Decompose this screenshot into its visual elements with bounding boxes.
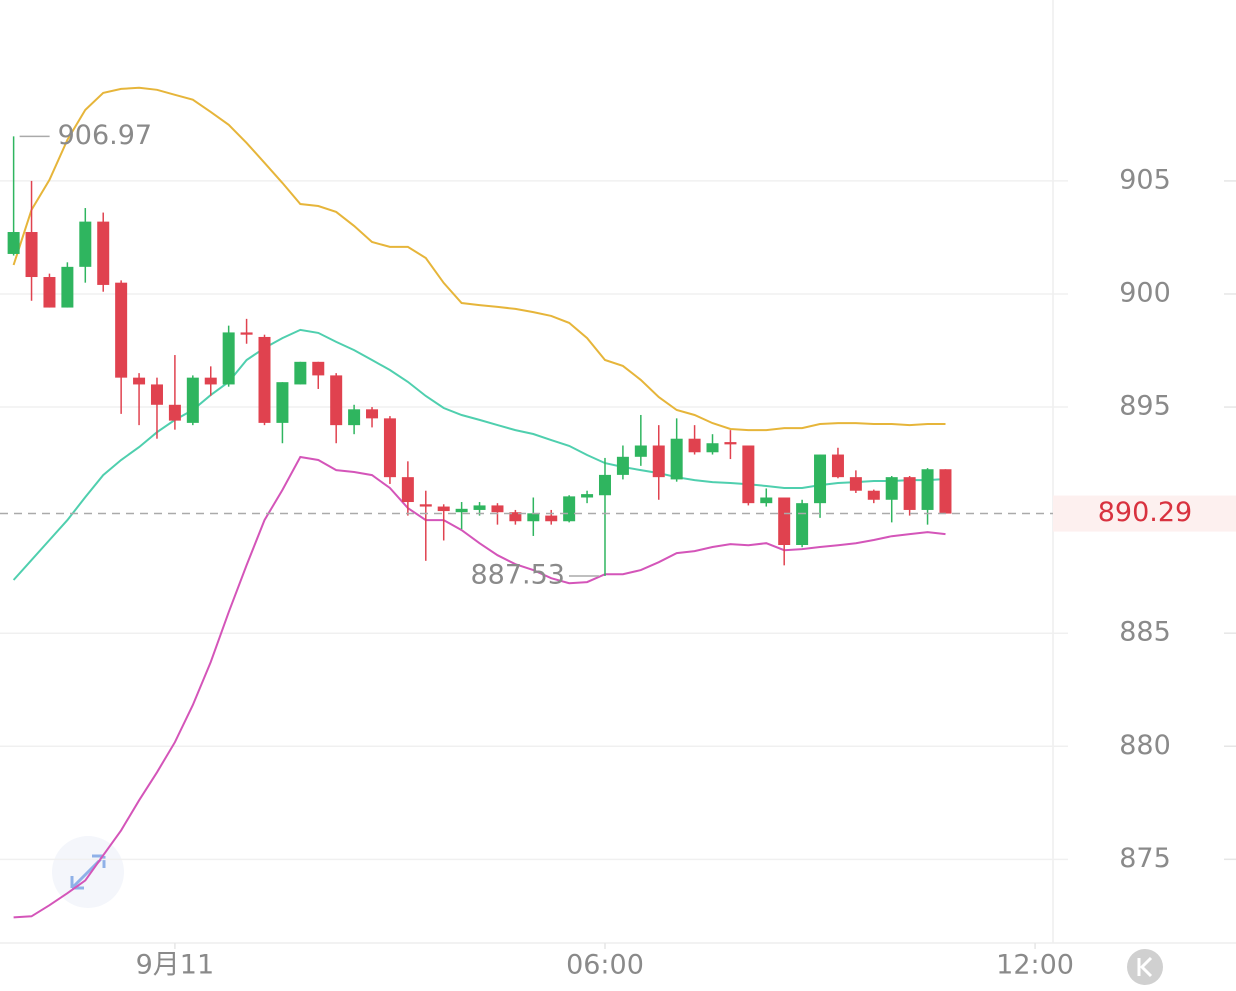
candle-body bbox=[204, 377, 217, 385]
candle-body bbox=[867, 490, 880, 500]
candle-body bbox=[778, 497, 791, 545]
candle-body bbox=[383, 418, 396, 478]
low-label: 887.53 bbox=[471, 559, 565, 590]
candle-body bbox=[616, 456, 629, 475]
y-tick-label: 885 bbox=[1119, 617, 1171, 648]
x-tick-label: 06:00 bbox=[566, 950, 644, 981]
candle-body bbox=[598, 474, 611, 496]
candle-body bbox=[742, 445, 755, 504]
candle-body bbox=[491, 505, 504, 513]
candle-body bbox=[61, 266, 74, 308]
y-tick-label: 875 bbox=[1119, 843, 1171, 874]
candle-body bbox=[437, 506, 450, 512]
candle-body bbox=[366, 409, 379, 419]
candle-body bbox=[455, 508, 468, 513]
candle-body bbox=[25, 232, 38, 278]
high-label: 906.97 bbox=[58, 120, 152, 151]
candle-body bbox=[903, 477, 916, 510]
candle-body bbox=[97, 221, 110, 285]
candle-body bbox=[186, 377, 199, 423]
k-button-bg bbox=[1127, 949, 1163, 985]
candle-body bbox=[150, 384, 163, 405]
candle-body bbox=[670, 438, 683, 480]
candle-body bbox=[115, 282, 128, 378]
candle-body bbox=[7, 232, 20, 254]
candle-body bbox=[921, 469, 934, 510]
candle-body bbox=[706, 443, 719, 453]
candle-body bbox=[348, 409, 361, 426]
k-icon bbox=[1137, 956, 1153, 978]
candle-body bbox=[939, 469, 952, 514]
band-line bbox=[13, 455, 946, 919]
expand-button[interactable] bbox=[52, 836, 124, 908]
candle-body bbox=[563, 496, 576, 522]
candle-body bbox=[258, 336, 271, 423]
candle-body bbox=[527, 513, 540, 522]
candle-body bbox=[885, 477, 898, 500]
candle-body bbox=[688, 438, 701, 453]
candle-body bbox=[401, 477, 414, 503]
candle-body bbox=[724, 442, 737, 445]
candle-body bbox=[294, 361, 307, 385]
x-tick-label: 9月11 bbox=[136, 950, 215, 981]
candle-body bbox=[545, 515, 558, 522]
candle-body bbox=[652, 445, 665, 478]
candle-body bbox=[133, 377, 146, 385]
y-tick-label: 905 bbox=[1119, 164, 1171, 195]
band-line bbox=[12, 328, 946, 581]
candle-body bbox=[814, 454, 827, 504]
candle-body bbox=[240, 332, 253, 335]
candle-body bbox=[330, 375, 343, 426]
band-line bbox=[12, 86, 946, 432]
candle-body bbox=[276, 382, 289, 423]
candle-body bbox=[222, 332, 235, 385]
candle-body bbox=[79, 221, 92, 267]
k-button[interactable] bbox=[1127, 949, 1163, 985]
candle-body bbox=[473, 505, 486, 510]
candle-body bbox=[581, 494, 594, 498]
candle-body bbox=[796, 503, 809, 545]
y-tick-label: 900 bbox=[1119, 277, 1171, 308]
candle-body bbox=[760, 497, 773, 504]
x-tick-label: 12:00 bbox=[996, 950, 1074, 981]
candle-body bbox=[419, 504, 432, 507]
expand-icon bbox=[70, 854, 106, 890]
candle-body bbox=[43, 277, 56, 308]
candle-body bbox=[849, 477, 862, 491]
y-tick-label: 880 bbox=[1119, 730, 1171, 761]
candle-body bbox=[634, 445, 647, 457]
candle-body bbox=[831, 454, 844, 478]
candle-body bbox=[312, 361, 325, 376]
candle-body bbox=[168, 404, 181, 421]
last-price-label: 890.29 bbox=[1098, 497, 1192, 528]
last-price-bg bbox=[1053, 495, 1236, 532]
y-tick-label: 895 bbox=[1119, 391, 1171, 422]
candle-body bbox=[509, 512, 522, 522]
